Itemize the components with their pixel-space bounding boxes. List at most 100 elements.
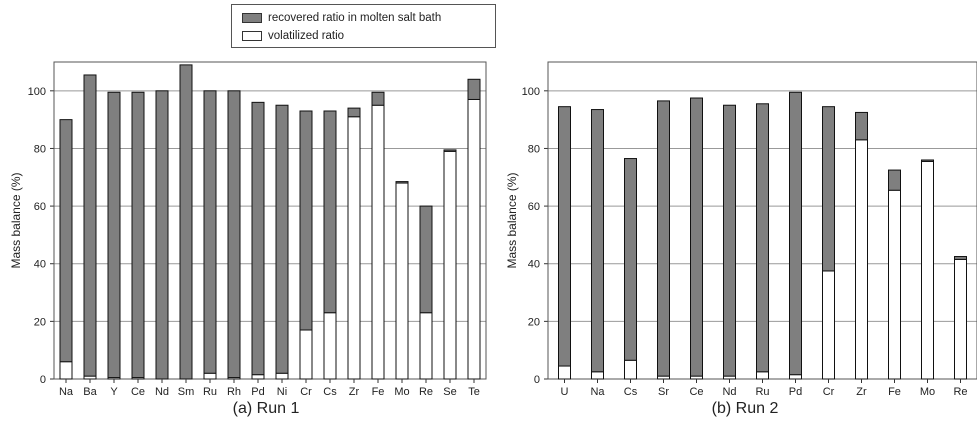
chart-run-2: 0 20 40 60 80 100 U Na Cs Sr Ce Nd Ru Pd Cr Zr Fe Mo Re Mas… — [505, 61, 977, 417]
bar-recovered-fe — [888, 169, 901, 191]
bar-recovered-ba — [83, 74, 97, 377]
legend-item-recovered: recovered ratio in molten salt bath — [242, 10, 441, 26]
x-tick-label-rh: Rh — [227, 386, 241, 398]
legend-item-volatilized: volatilized ratio — [242, 28, 344, 44]
bar-volatilized-zr — [347, 116, 361, 380]
x-tick-label-nd: Nd — [155, 386, 169, 398]
x-tick-label-mo: Mo — [394, 386, 409, 398]
y-tick-label: 0 — [40, 374, 46, 386]
x-tick-label-ce: Ce — [131, 386, 145, 398]
bar-recovered-pd — [789, 91, 802, 376]
bar-recovered-zr — [347, 107, 361, 118]
x-tick-label-pd: Pd — [789, 386, 802, 398]
x-tick-label-mo: Mo — [920, 386, 935, 398]
y-tick-label: 40 — [528, 259, 540, 271]
legend-label-volatilized: volatilized ratio — [268, 30, 345, 42]
x-tick-label-cr: Cr — [823, 386, 835, 398]
x-tick-label-cs: Cs — [323, 386, 337, 398]
bar-volatilized-cs — [624, 359, 637, 380]
y-tick-label: 80 — [528, 143, 540, 155]
bar-volatilized-ni — [275, 372, 289, 380]
legend: recovered ratio in molten salt bath vola… — [231, 4, 496, 48]
y-tick-label: 0 — [534, 374, 540, 386]
bar-recovered-zr — [855, 111, 868, 141]
bar-volatilized-mo — [395, 182, 409, 380]
bar-recovered-rh — [227, 90, 241, 379]
x-tick-label-zr: Zr — [856, 386, 867, 398]
y-tick-label: 60 — [34, 201, 46, 213]
y-tick-label: 100 — [28, 86, 46, 98]
bar-volatilized-re — [419, 312, 433, 380]
bar-recovered-cs — [323, 110, 337, 314]
bar-volatilized-ru — [756, 371, 769, 380]
bar-recovered-cr — [822, 106, 835, 272]
bar-recovered-nd — [723, 104, 736, 377]
y-axis-label: Mass balance (%) — [505, 172, 519, 268]
bar-recovered-sr — [657, 100, 670, 377]
y-tick-label: 20 — [34, 316, 46, 328]
bar-recovered-ce — [131, 91, 145, 379]
bar-recovered-y — [107, 91, 121, 379]
bar-volatilized-na — [59, 361, 73, 380]
x-tick-label-sr: Sr — [658, 386, 669, 398]
bar-volatilized-zr — [855, 139, 868, 380]
x-tick-label-ce: Ce — [689, 386, 703, 398]
bar-recovered-se — [443, 149, 457, 152]
bar-recovered-fe — [371, 91, 385, 106]
x-tick-label-sm: Sm — [178, 386, 195, 398]
bar-recovered-re — [954, 256, 967, 260]
x-tick-label-ru: Ru — [755, 386, 769, 398]
bar-volatilized-fe — [888, 189, 901, 380]
y-tick-label: 80 — [34, 143, 46, 155]
x-tick-label-ni: Ni — [277, 386, 287, 398]
bar-recovered-u — [558, 106, 571, 367]
bar-recovered-cr — [299, 110, 313, 331]
bar-volatilized-se — [443, 150, 457, 380]
x-tick-label-nd: Nd — [722, 386, 736, 398]
legend-swatch-volatilized — [242, 31, 262, 41]
x-tick-label-te: Te — [468, 386, 480, 398]
plot-frame — [53, 61, 487, 380]
x-tick-label-re: Re — [953, 386, 967, 398]
x-tick-label-na: Na — [590, 386, 605, 398]
bar-recovered-ni — [275, 104, 289, 374]
x-tick-label-na: Na — [59, 386, 74, 398]
bar-volatilized-ru — [203, 372, 217, 380]
bar-volatilized-cs — [323, 312, 337, 380]
x-tick-label-re: Re — [419, 386, 433, 398]
bar-recovered-mo — [395, 181, 409, 184]
bar-volatilized-pd — [251, 374, 265, 380]
y-tick-label: 20 — [528, 316, 540, 328]
bar-volatilized-fe — [371, 104, 385, 380]
bar-volatilized-cr — [299, 329, 313, 380]
x-tick-label-pd: Pd — [251, 386, 264, 398]
x-tick-label-ru: Ru — [203, 386, 217, 398]
bar-recovered-pd — [251, 101, 265, 376]
chart-caption: (a) Run 1 — [233, 400, 300, 417]
x-tick-label-fe: Fe — [372, 386, 385, 398]
bar-volatilized-u — [558, 365, 571, 380]
y-axis-label: Mass balance (%) — [9, 172, 23, 268]
x-tick-label-se: Se — [443, 386, 456, 398]
x-tick-label-zr: Zr — [349, 386, 360, 398]
y-tick-label: 60 — [528, 201, 540, 213]
bar-volatilized-mo — [921, 160, 934, 380]
bar-volatilized-na — [591, 371, 604, 380]
x-tick-label-cr: Cr — [300, 386, 312, 398]
y-tick-label: 40 — [34, 259, 46, 271]
x-tick-label-u: U — [561, 386, 569, 398]
bar-recovered-re — [419, 205, 433, 314]
chart-caption: (b) Run 2 — [712, 400, 779, 417]
x-tick-label-ba: Ba — [83, 386, 97, 398]
bar-volatilized-pd — [789, 374, 802, 380]
bar-recovered-ce — [690, 97, 703, 377]
bar-recovered-te — [467, 78, 481, 100]
bar-volatilized-te — [467, 98, 481, 380]
y-tick-label: 100 — [522, 86, 540, 98]
bar-recovered-ru — [203, 90, 217, 374]
legend-label-recovered: recovered ratio in molten salt bath — [268, 12, 442, 24]
bar-volatilized-cr — [822, 270, 835, 380]
bar-recovered-na — [59, 119, 73, 363]
bar-recovered-na — [591, 109, 604, 373]
